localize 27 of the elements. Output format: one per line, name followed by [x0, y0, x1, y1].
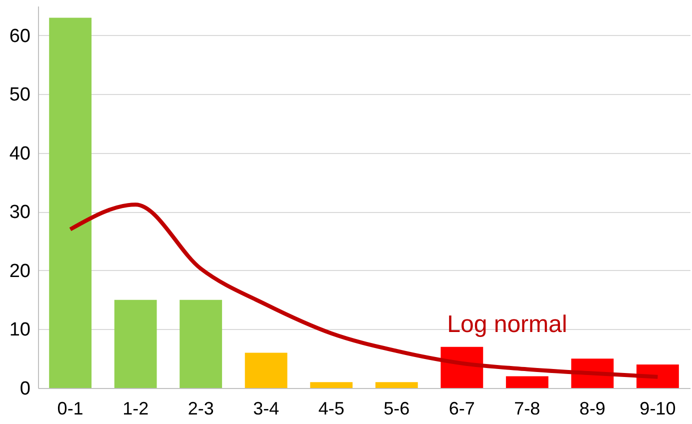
bar — [49, 18, 92, 388]
y-tick-label: 10 — [9, 320, 30, 341]
y-tick-label: 40 — [9, 143, 30, 164]
y-tick-label: 50 — [9, 84, 30, 106]
x-tick-label: 0-1 — [57, 398, 84, 418]
y-tick-label: 60 — [9, 26, 30, 47]
y-tick-label: 0 — [20, 378, 30, 400]
x-tick-label: 1-2 — [122, 398, 149, 418]
bar — [506, 376, 548, 388]
bar — [114, 300, 157, 388]
x-tick-label: 6-7 — [448, 398, 475, 418]
x-tick-label: 5-6 — [384, 398, 410, 418]
x-tick-label: 3-4 — [253, 398, 280, 418]
line-series — [68, 202, 660, 379]
x-tick-label: 4-5 — [318, 398, 344, 418]
bar — [244, 352, 288, 388]
x-tick-label: 8-9 — [579, 398, 606, 418]
bar — [310, 382, 353, 388]
x-tick-label: 9-10 — [640, 398, 676, 418]
y-tick-label: 20 — [9, 260, 30, 282]
series-label: Log normal — [447, 311, 568, 338]
bar — [180, 300, 222, 388]
x-tick-label: 7-8 — [514, 398, 540, 418]
bar — [636, 364, 679, 388]
y-tick-label: 30 — [9, 202, 30, 224]
x-tick-label: 2-3 — [188, 398, 214, 418]
bar — [375, 382, 418, 388]
